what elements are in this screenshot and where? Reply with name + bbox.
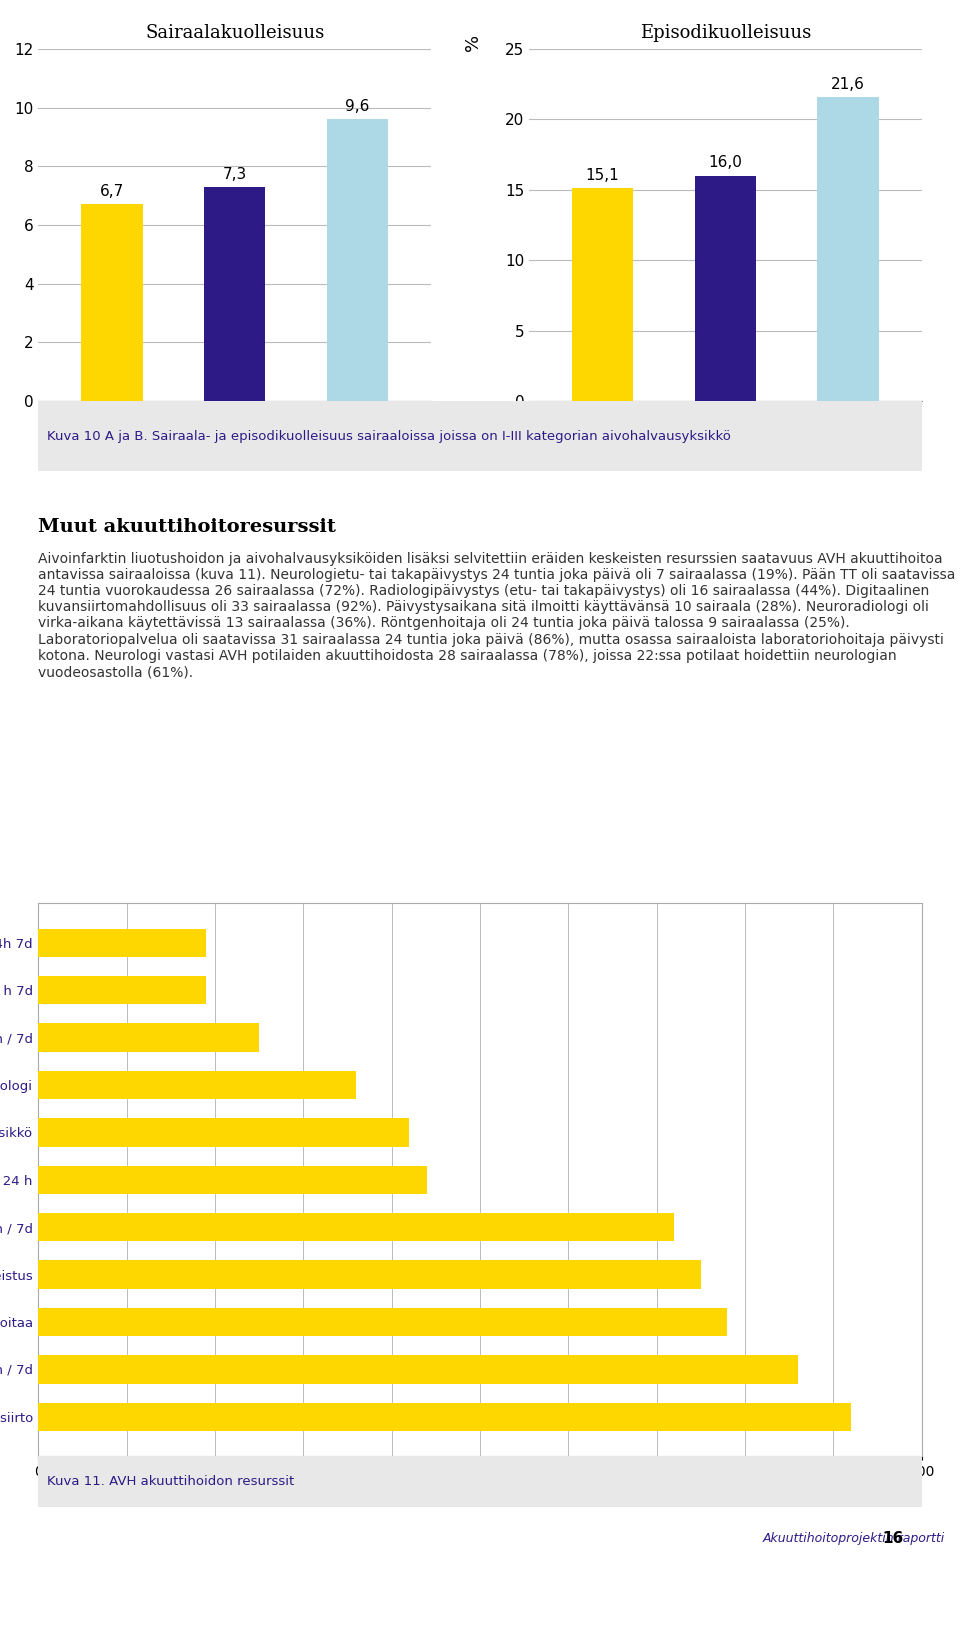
Bar [204, 187, 265, 401]
Bar [38, 1212, 674, 1242]
Bar [38, 1402, 851, 1432]
Legend: Stroke unit I, Stroke unit II, Stroke unit III: Stroke unit I, Stroke unit II, Stroke un… [48, 435, 421, 458]
Bar [38, 977, 206, 1005]
Bar [817, 97, 878, 401]
Bar [695, 175, 756, 401]
Bar [38, 1024, 259, 1052]
Bar [38, 1165, 427, 1194]
Bar [572, 188, 634, 401]
Text: Aivoinfarktin liuotushoidon ja aivohalvausyksiköiden lisäksi selvitettiin eräide: Aivoinfarktin liuotushoidon ja aivohalva… [38, 551, 956, 679]
Bar [326, 119, 388, 401]
Text: 15,1: 15,1 [586, 169, 619, 183]
Bar [38, 1307, 728, 1337]
Bar [38, 929, 206, 957]
Bar [82, 204, 143, 401]
Text: Kuva 10 A ja B. Sairaala- ja episodikuolleisuus sairaaloissa joissa on I-III kat: Kuva 10 A ja B. Sairaala- ja episodikuol… [47, 430, 732, 443]
Legend: Stroke unit I, Stroke unit II, Stroke unit III: Stroke unit I, Stroke unit II, Stroke un… [539, 435, 912, 458]
Title: Sairaalakuolleisuus: Sairaalakuolleisuus [145, 25, 324, 43]
Bar [38, 1260, 701, 1289]
Text: 16: 16 [882, 1531, 904, 1546]
Title: Episodikuolleisuus: Episodikuolleisuus [639, 25, 811, 43]
Text: Akuuttihoitoprojektin raportti: Akuuttihoitoprojektin raportti [762, 1533, 945, 1544]
Text: 21,6: 21,6 [831, 77, 865, 92]
Bar [38, 1072, 356, 1099]
Y-axis label: %: % [464, 33, 482, 51]
Bar [38, 1355, 798, 1384]
Text: 7,3: 7,3 [223, 167, 247, 182]
Text: Kuva 11. AVH akuuttihoidon resurssit: Kuva 11. AVH akuuttihoidon resurssit [47, 1476, 295, 1487]
Text: 6,7: 6,7 [100, 185, 124, 200]
Bar [38, 1119, 409, 1147]
Text: 16,0: 16,0 [708, 155, 742, 170]
Text: 9,6: 9,6 [346, 100, 370, 115]
Text: Muut akuuttihoitoresurssit: Muut akuuttihoitoresurssit [38, 517, 336, 535]
